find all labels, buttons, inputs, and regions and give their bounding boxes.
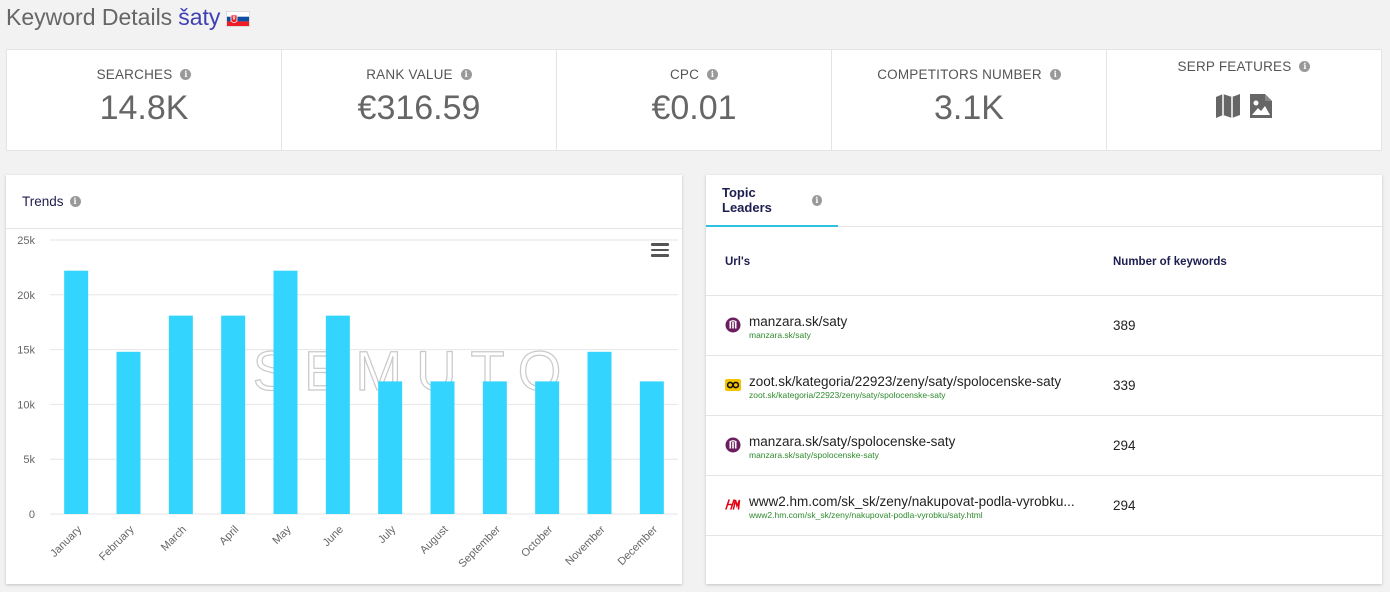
- x-tick-label: July: [376, 523, 399, 546]
- trends-title: Trends: [22, 194, 64, 209]
- row-url-link[interactable]: manzara.sk/saty/spolocenske-saty: [749, 434, 956, 449]
- row-url-link[interactable]: zoot.sk/kategoria/22923/zeny/saty/spoloc…: [749, 374, 1062, 389]
- stat-label: SERP FEATURES: [1177, 59, 1292, 74]
- y-tick-label: 5k: [23, 454, 35, 466]
- chart-bar: [64, 270, 89, 514]
- x-tick-label: May: [270, 523, 294, 547]
- info-icon[interactable]: i: [69, 196, 81, 207]
- chart-bar: [482, 381, 507, 514]
- chart-menu-icon[interactable]: [651, 243, 669, 257]
- info-icon[interactable]: i: [1299, 61, 1311, 72]
- chart-bar: [378, 381, 403, 514]
- trends-chart: 0 5k 10k 15k 20k 25k SEMUTO January February Marc…: [17, 235, 678, 570]
- y-tick-label: 20k: [17, 290, 35, 302]
- stat-value: 3.1K: [934, 89, 1004, 127]
- image-icon[interactable]: [1249, 93, 1273, 119]
- y-tick-label: 0: [29, 509, 35, 521]
- x-tick-label: August: [418, 524, 451, 557]
- stat-competitors: COMPETITORS NUMBER i 3.1K: [832, 50, 1107, 150]
- x-tick-label: September: [456, 523, 503, 570]
- row-url-link[interactable]: manzara.sk/saty: [749, 314, 848, 329]
- row-keyword-count: 389: [1113, 318, 1136, 333]
- stat-serp-features: SERP FEATURES i: [1107, 50, 1381, 150]
- x-tick-label: October: [519, 523, 555, 559]
- table-header: Url's Number of keywords: [706, 227, 1382, 296]
- chart-bar: [168, 315, 193, 514]
- col-header-keywords: Number of keywords: [1113, 256, 1227, 268]
- page-title: Keyword Details šaty: [6, 4, 251, 31]
- chart-bar: [116, 351, 141, 514]
- stat-label: RANK VALUE: [366, 67, 453, 82]
- stat-rank-value: RANK VALUE i €316.59: [282, 50, 557, 150]
- table-row: manzara.sk/saty manzara.sk/saty 389: [706, 296, 1382, 356]
- slovakia-flag-icon: [226, 10, 251, 27]
- row-url-sub: www2.hm.com/sk_sk/zeny/nakupovat-podla-v…: [749, 510, 983, 520]
- stat-label: CPC: [669, 67, 700, 82]
- row-keyword-count: 294: [1113, 438, 1136, 453]
- title-prefix: Keyword Details: [6, 4, 173, 30]
- row-keyword-count: 339: [1113, 378, 1136, 393]
- x-tick-label: November: [563, 523, 608, 568]
- chart-bar: [535, 381, 560, 514]
- stat-cpc: CPC i €0.01: [557, 50, 832, 150]
- tab-label: Topic Leaders: [722, 185, 772, 215]
- row-url-sub: manzara.sk/saty/spolocenske-saty: [749, 450, 879, 460]
- stats-bar: SEARCHES i 14.8K RANK VALUE i €316.59 CPC i…: [6, 49, 1382, 151]
- stat-label: SEARCHES: [96, 67, 173, 82]
- x-tick-label: June: [321, 524, 346, 549]
- row-url-sub: zoot.sk/kategoria/22923/zeny/saty/spoloc…: [749, 390, 946, 400]
- info-icon[interactable]: i: [811, 194, 822, 206]
- stat-value: 14.8K: [99, 89, 189, 127]
- row-url-link[interactable]: www2.hm.com/sk_sk/zeny/nakupovat-podla-v…: [749, 494, 1075, 509]
- watermark: SEMUTO: [253, 339, 576, 402]
- stat-value: €0.01: [651, 89, 737, 127]
- x-tick-label: April: [217, 524, 241, 548]
- trends-card: Trends i 0 5k 10k 15k 20k 25k SEMUTO January Feb…: [6, 175, 682, 584]
- x-tick-label: December: [616, 523, 661, 568]
- chart-bar: [273, 270, 298, 514]
- keyword-text: šaty: [178, 4, 221, 30]
- table-row: zoot.sk/kategoria/22923/zeny/saty/spoloc…: [706, 356, 1382, 416]
- row-keyword-count: 294: [1113, 498, 1136, 513]
- tabs-bar: Topic Leaders i: [706, 175, 1382, 227]
- tab-topic-leaders[interactable]: Topic Leaders i: [706, 175, 838, 227]
- chart-bar: [430, 381, 455, 514]
- stat-label: COMPETITORS NUMBER: [877, 67, 1042, 82]
- zoot-icon: [725, 379, 741, 391]
- info-icon[interactable]: i: [460, 69, 472, 80]
- info-icon[interactable]: i: [707, 69, 719, 80]
- manzara-icon: [725, 437, 741, 453]
- x-tick-label: January: [48, 523, 85, 560]
- col-header-urls: Url's: [725, 256, 751, 268]
- chart-bar: [221, 315, 246, 514]
- table-row: manzara.sk/saty/spolocenske-saty manzara…: [706, 416, 1382, 476]
- y-tick-label: 15k: [17, 345, 35, 357]
- chart-bar: [587, 351, 612, 514]
- info-icon[interactable]: i: [1049, 69, 1061, 80]
- manzara-icon: [725, 317, 741, 333]
- y-tick-label: 10k: [17, 399, 35, 411]
- chart-bar: [639, 381, 664, 514]
- stat-value: €316.59: [357, 89, 481, 127]
- trends-header: Trends i: [6, 175, 682, 229]
- y-tick-label: 25k: [17, 235, 35, 247]
- table-row: www2.hm.com/sk_sk/zeny/nakupovat-podla-v…: [706, 476, 1382, 536]
- chart-bar: [325, 315, 350, 514]
- row-url-sub: manzara.sk/saty: [749, 330, 811, 340]
- topic-leaders-card: Topic Leaders i Url's Number of keywords…: [706, 175, 1382, 584]
- map-icon[interactable]: [1215, 93, 1241, 119]
- hm-icon: [725, 499, 741, 510]
- info-icon[interactable]: i: [180, 69, 192, 80]
- stat-searches: SEARCHES i 14.8K: [7, 50, 282, 150]
- x-tick-label: February: [97, 523, 137, 563]
- x-tick-label: March: [159, 524, 189, 554]
